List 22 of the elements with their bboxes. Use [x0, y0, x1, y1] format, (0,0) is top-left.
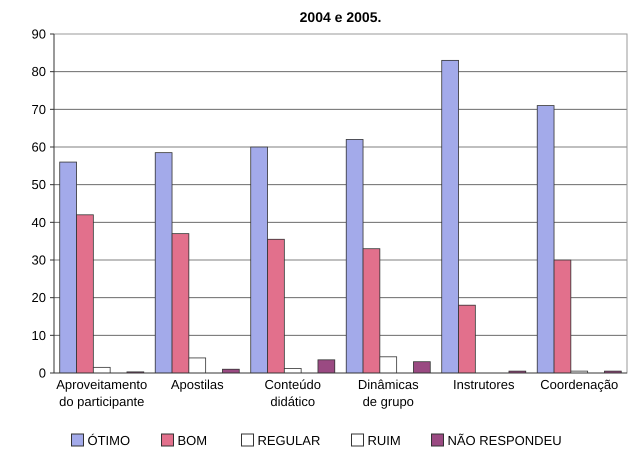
- chart-title: 2004 e 2005.: [300, 9, 382, 25]
- y-tick-label: 10: [32, 328, 46, 343]
- legend-label: RUIM: [368, 433, 401, 448]
- y-tick-label: 80: [32, 64, 46, 80]
- x-tick-label: Apostilas: [170, 377, 224, 392]
- legend-label: NÃO RESPONDEU: [448, 433, 562, 448]
- legend-label: BOM: [178, 433, 208, 448]
- x-tick-label: Aproveitamento do participante: [56, 377, 148, 409]
- y-tick-label: 40: [32, 214, 46, 230]
- y-tick-label: 20: [32, 290, 46, 306]
- y-tick-label: 50: [32, 177, 46, 192]
- x-tick-label: Conteúdo didático: [264, 377, 321, 409]
- legend-label: ÓTIMO: [88, 433, 130, 448]
- y-tick-label: 60: [32, 140, 46, 155]
- y-tick-label: 70: [32, 102, 46, 117]
- legend-label: REGULAR: [258, 433, 320, 448]
- x-tick-label: Coordenação: [540, 377, 618, 392]
- y-tick-label: 0: [38, 366, 46, 381]
- x-tick-label: Dinâmicas de grupo: [358, 377, 420, 409]
- x-tick-label: Instrutores: [453, 377, 515, 392]
- y-tick-label: 90: [32, 26, 46, 42]
- y-tick-label: 30: [32, 252, 46, 268]
